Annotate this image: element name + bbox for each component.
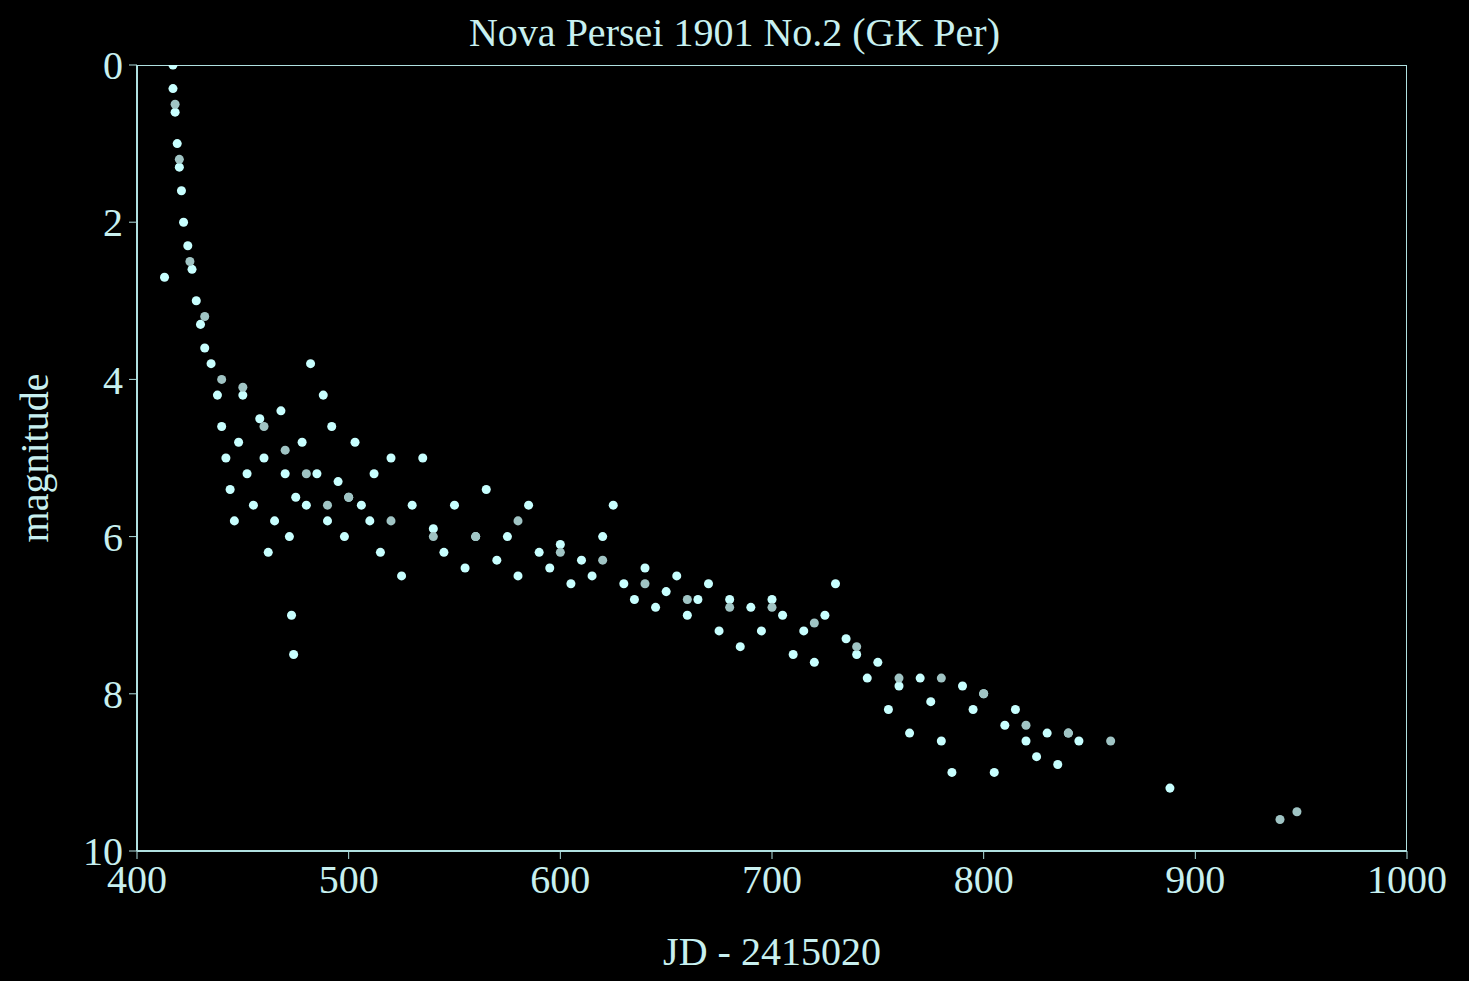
svg-text:8: 8 bbox=[103, 672, 123, 717]
svg-text:700: 700 bbox=[742, 857, 802, 902]
svg-text:2: 2 bbox=[103, 200, 123, 245]
svg-text:500: 500 bbox=[319, 857, 379, 902]
svg-text:0: 0 bbox=[103, 43, 123, 88]
html-text:JD - 2415020: JD - 2415020 bbox=[663, 929, 881, 974]
html-text:magnitude: magnitude bbox=[12, 373, 57, 543]
svg-text:600: 600 bbox=[530, 857, 590, 902]
svg-text:900: 900 bbox=[1165, 857, 1225, 902]
svg-text:6: 6 bbox=[103, 515, 123, 560]
svg-text:4: 4 bbox=[103, 358, 123, 403]
svg-text:800: 800 bbox=[954, 857, 1014, 902]
html-text:Nova Persei 1901 No.2 (GK Per): Nova Persei 1901 No.2 (GK Per) bbox=[469, 10, 1000, 55]
svg-text:10: 10 bbox=[83, 829, 123, 874]
svg-text:1000: 1000 bbox=[1367, 857, 1447, 902]
svg-text:400: 400 bbox=[107, 857, 167, 903]
